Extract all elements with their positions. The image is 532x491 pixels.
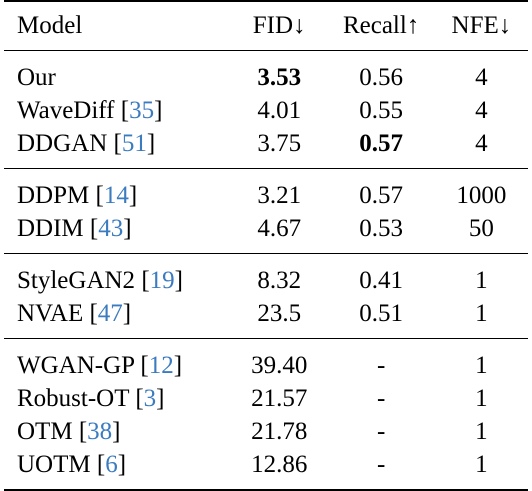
recall-cell: 0.56 [359,63,404,91]
model-cell: UOTM [6] [4,447,231,491]
recall-cell: 0.57 [359,129,404,157]
fid-cell: 3.75 [257,129,302,157]
model-cell: DDGAN [51] [17,129,156,157]
model-cell: Robust-OT [3] [17,384,165,412]
model-name: DDIM [17,214,84,242]
model-cell: WaveDiff [35] [17,96,163,124]
nfe-cell: 50 [468,214,494,242]
citation-link[interactable]: 38 [87,417,113,445]
recall-cell: 0.41 [327,252,435,297]
recall-cell: 0.51 [359,299,404,327]
nfe-cell: 1 [434,447,528,491]
fid-cell: 12.86 [230,447,328,491]
citation-link[interactable]: 51 [121,129,147,157]
nfe-cell: 1 [475,417,488,445]
citation-link[interactable]: 35 [129,96,155,124]
nfe-cell: 4 [475,129,488,157]
header-row: Model FID↓ Recall↑ NFE↓ [4,0,528,51]
recall-cell: 0.57 [327,167,435,212]
model-name: WGAN-GP [17,351,135,379]
table-row: OTM [38] 21.78 - 1 [4,415,528,448]
table-row: DDPM [14] 3.21 0.57 1000 [4,167,528,212]
model-name: Robust-OT [17,384,130,412]
model-name: Our [17,63,56,91]
fid-cell: 4.67 [257,214,302,242]
model-cell: NVAE [47] [17,299,132,327]
table-row: UOTM [6] 12.86-1 [4,447,528,491]
citation-link[interactable]: 43 [98,214,124,242]
recall-cell: 0.55 [359,96,404,124]
nfe-cell: 4 [475,96,488,124]
results-table-figure: Model FID↓ Recall↑ NFE↓ Our 3.53 0.56 4 Wave… [4,0,528,491]
header-recall: Recall↑ [327,0,435,51]
citation-link[interactable]: 6 [105,450,118,478]
header-model: Model [4,0,231,51]
fid-cell: 39.40 [230,337,328,382]
model-cell: OTM [38] [17,417,121,445]
model-name: DDPM [17,181,90,209]
header-nfe: NFE↓ [434,0,528,51]
fid-cell: 21.78 [251,417,308,445]
table-body: Our 3.53 0.56 4 WaveDiff [35] 4.01 0.55 4 DDGAN … [4,50,528,491]
model-cell: Our [4,50,231,94]
model-name: WaveDiff [17,96,115,124]
citation-link[interactable]: 19 [149,266,175,294]
citation-link[interactable]: 14 [103,181,129,209]
fid-cell: 8.32 [230,252,328,297]
model-cell: DDIM [43] [17,214,132,242]
citation-link[interactable]: 12 [148,351,174,379]
fid-cell: 23.5 [257,299,302,327]
recall-cell: 0.53 [359,214,404,242]
model-cell: StyleGAN2 [19] [4,252,231,297]
table-row: NVAE [47] 23.5 0.51 1 [4,297,528,339]
nfe-cell: 1000 [434,167,528,212]
nfe-cell: 4 [475,63,488,91]
results-table: Model FID↓ Recall↑ NFE↓ Our 3.53 0.56 4 Wave… [4,0,528,491]
model-name: NVAE [17,299,84,327]
citation-link[interactable]: 3 [143,384,157,412]
recall-cell: - [327,447,435,491]
table-row: Robust-OT [3] 21.57 - 1 [4,382,528,415]
nfe-cell: 1 [434,337,528,382]
fid-cell: 21.57 [251,384,308,412]
table-row: DDGAN [51] 3.75 0.57 4 [4,127,528,169]
model-cell: DDPM [14] [4,167,231,212]
citation-link[interactable]: 47 [97,299,123,327]
fid-cell: 4.01 [257,96,302,124]
nfe-cell: 1 [434,252,528,297]
fid-cell: 3.53 [257,63,302,91]
recall-cell: - [376,384,386,412]
model-cell: WGAN-GP [12] [4,337,231,382]
recall-cell: - [327,337,435,382]
model-name: StyleGAN2 [17,266,136,294]
header-fid: FID↓ [230,0,328,51]
table-row: WaveDiff [35] 4.01 0.55 4 [4,94,528,127]
fid-cell: 3.21 [230,167,328,212]
model-name: UOTM [17,450,91,478]
model-name: DDGAN [17,129,108,157]
nfe-cell: 1 [475,384,488,412]
nfe-cell: 1 [475,299,488,327]
model-name: OTM [17,417,73,445]
table-row: Our 3.53 0.56 4 [4,50,528,94]
recall-cell: - [376,417,386,445]
table-row: WGAN-GP [12] 39.40-1 [4,337,528,382]
table-row: StyleGAN2 [19] 8.32 0.41 1 [4,252,528,297]
table-row: DDIM [43] 4.67 0.53 50 [4,212,528,254]
